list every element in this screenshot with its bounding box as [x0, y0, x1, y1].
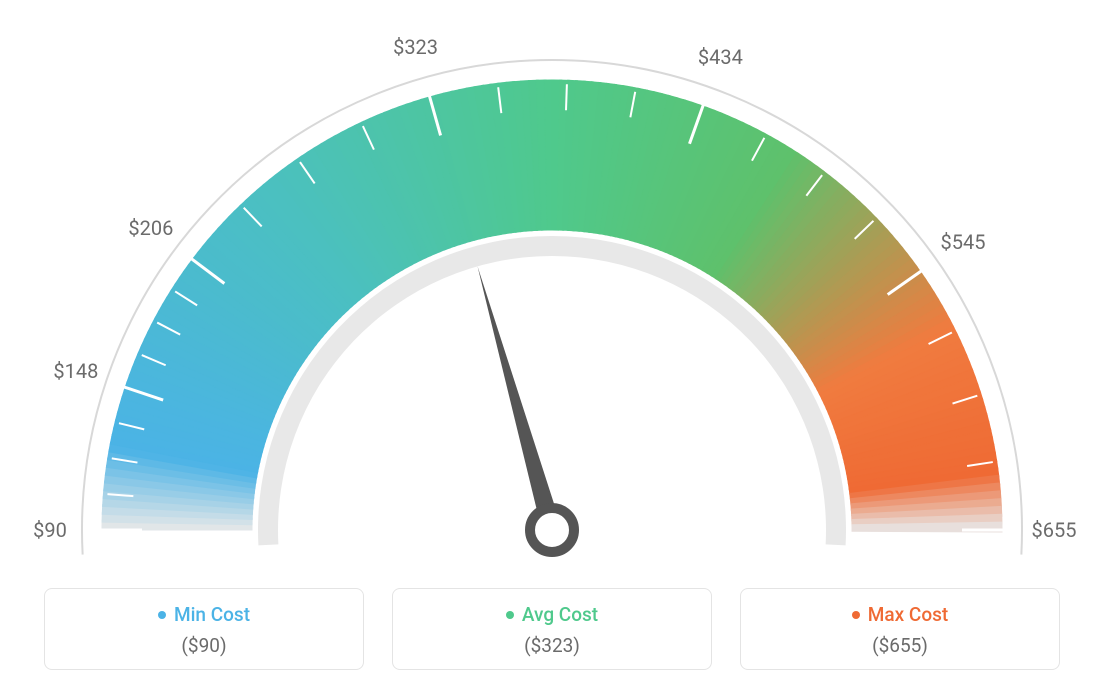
- legend-title-max: Max Cost: [852, 603, 948, 626]
- legend-card-min: Min Cost ($90): [44, 588, 364, 670]
- legend-dot-max: [852, 611, 860, 619]
- gauge-tick-label: $90: [33, 518, 67, 542]
- legend-card-max: Max Cost ($655): [740, 588, 1060, 670]
- legend-dot-avg: [506, 611, 514, 619]
- legend-title-min: Min Cost: [158, 603, 250, 626]
- legend-row: Min Cost ($90) Avg Cost ($323) Max Cost ($655…: [0, 588, 1104, 670]
- gauge-tick-label: $206: [128, 216, 173, 240]
- legend-label-max: Max Cost: [868, 603, 948, 626]
- legend-label-avg: Avg Cost: [522, 603, 598, 626]
- legend-value-max: ($655): [751, 634, 1049, 657]
- legend-title-avg: Avg Cost: [506, 603, 598, 626]
- gauge-tick-label: $545: [941, 230, 986, 254]
- gauge-needle: [478, 266, 562, 532]
- legend-value-avg: ($323): [403, 634, 701, 657]
- gauge-svg: [0, 10, 1104, 570]
- gauge-chart: $90 $148 $206 $323 $434 $545 $655: [0, 0, 1104, 560]
- legend-dot-min: [158, 611, 166, 619]
- legend-label-min: Min Cost: [174, 603, 250, 626]
- gauge-tick-label: $655: [1032, 518, 1077, 542]
- gauge-tick-label: $434: [698, 45, 743, 69]
- gauge-needle-hub: [530, 508, 574, 552]
- gauge-tick-label: $148: [53, 359, 98, 383]
- legend-value-min: ($90): [55, 634, 353, 657]
- gauge-tick-label: $323: [393, 35, 438, 59]
- legend-card-avg: Avg Cost ($323): [392, 588, 712, 670]
- gauge-minor-tick: [566, 84, 567, 110]
